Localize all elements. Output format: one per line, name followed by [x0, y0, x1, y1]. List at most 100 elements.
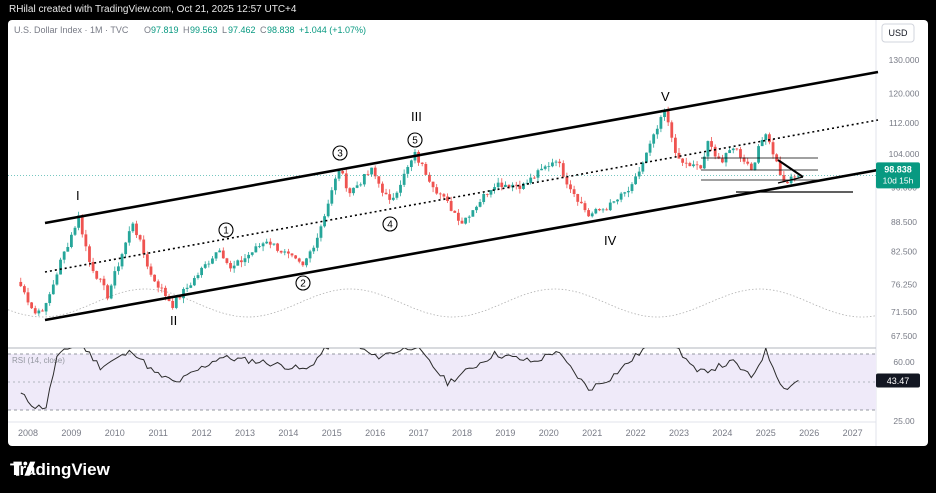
- candle-body: [540, 168, 543, 171]
- candles-group: [19, 106, 800, 316]
- candle-body: [663, 111, 666, 118]
- candle-body: [478, 202, 482, 207]
- candle-body: [247, 254, 251, 259]
- time-tick-label: 2024: [712, 428, 732, 438]
- channel-lower-line[interactable]: [44, 168, 879, 322]
- candle-body: [493, 187, 496, 191]
- chart-panel[interactable]: U.S. Dollar Index · 1M · TVC O 97.819 H …: [8, 20, 928, 446]
- close-value: 98.838: [267, 25, 295, 35]
- candle-body: [315, 237, 319, 248]
- candle-body: [598, 209, 601, 211]
- candle-body: [142, 239, 146, 255]
- candle-body: [793, 176, 797, 178]
- candle-body: [601, 209, 605, 211]
- time-tick-label: 2016: [365, 428, 385, 438]
- candle-body: [261, 243, 265, 247]
- time-axis[interactable]: 2008 2009 2010 2011 2012 2013 2014 2015 2016 2017…: [18, 428, 863, 438]
- tradingview-logo: TradingView: [10, 459, 110, 481]
- candle-body: [381, 183, 384, 193]
- channel-upper-line[interactable]: [44, 70, 879, 225]
- candle-body: [406, 167, 410, 174]
- candle-body: [182, 288, 185, 299]
- candle-body: [482, 193, 486, 203]
- candle-body: [688, 163, 692, 167]
- candle-body: [294, 255, 298, 259]
- rsi-value-badge: 43.47: [876, 373, 920, 388]
- wedge-upper-line[interactable]: [777, 159, 804, 178]
- candle-body: [500, 182, 504, 188]
- candle-body: [757, 146, 760, 163]
- candle-body: [236, 260, 240, 266]
- candle-body: [19, 281, 23, 287]
- candle-body: [753, 162, 757, 170]
- candle-body: [225, 258, 229, 263]
- rsi-value: 43.47: [887, 376, 910, 386]
- circled-label-1: 1: [223, 226, 229, 237]
- candle-body: [605, 209, 609, 211]
- candle-body: [297, 258, 301, 262]
- candle-body: [572, 189, 576, 195]
- symbol-title: U.S. Dollar Index · 1M · TVC: [14, 25, 129, 35]
- low-value: 97.462: [228, 25, 256, 35]
- rsi-band: [8, 354, 876, 410]
- candle-body: [710, 141, 713, 147]
- price-axis[interactable]: 67.50071.50076.25082.50088.50096.000104.…: [889, 55, 920, 426]
- candle-body: [196, 275, 200, 279]
- candle-body: [337, 170, 341, 179]
- rsi-tick-label: 60.00: [893, 357, 915, 367]
- candle-body: [583, 203, 587, 211]
- candle-body: [551, 162, 554, 167]
- circled-label-3: 3: [337, 149, 343, 160]
- candle-body: [677, 152, 681, 159]
- candle-body: [384, 192, 388, 195]
- candle-body: [287, 251, 290, 254]
- candle-body: [587, 210, 590, 217]
- high-value: 99.563: [190, 25, 218, 35]
- candle-body: [106, 285, 109, 299]
- candle-body: [127, 231, 131, 243]
- candle-body: [395, 192, 399, 198]
- channel-mid-line[interactable]: [44, 119, 879, 273]
- candle-body: [109, 285, 113, 299]
- candle-body: [66, 247, 70, 252]
- candle-body: [692, 164, 695, 167]
- currency-button[interactable]: USD: [881, 23, 915, 43]
- rsi-line: [20, 348, 799, 410]
- low-label: L: [222, 25, 227, 35]
- chart-svg[interactable]: U.S. Dollar Index · 1M · TVC O 97.819 H …: [8, 20, 928, 446]
- candle-body: [355, 185, 359, 188]
- candle-body: [507, 184, 511, 188]
- circled-wave-3: 3: [332, 145, 348, 161]
- candle-body: [189, 285, 193, 288]
- candle-body: [276, 243, 279, 251]
- change-value: +1.044 (+1.07%): [299, 25, 366, 35]
- candle-body: [514, 184, 518, 186]
- elliott-channel[interactable]: [44, 70, 879, 322]
- candle-body: [70, 234, 73, 248]
- candle-body: [88, 246, 91, 262]
- circled-wave-2: 2: [295, 275, 311, 291]
- time-tick-label: 2027: [843, 428, 863, 438]
- candle-body: [391, 197, 395, 200]
- circled-label-4: 4: [387, 220, 393, 231]
- candle-body: [464, 217, 468, 224]
- candle-body: [178, 297, 182, 299]
- candle-body: [735, 148, 739, 150]
- time-tick-label: 2008: [18, 428, 38, 438]
- candle-body: [348, 188, 352, 194]
- candle-body: [576, 194, 580, 202]
- candle-body: [453, 210, 457, 213]
- wave-annotations[interactable]: I II III IV V 1 2 3 4 5: [76, 89, 670, 328]
- candle-body: [232, 265, 236, 269]
- candle-body: [467, 216, 471, 218]
- wave-label-V: V: [661, 89, 670, 104]
- candle-body: [102, 278, 106, 286]
- candle-body: [706, 141, 710, 157]
- candle-body: [207, 263, 211, 265]
- candle-body: [652, 134, 656, 144]
- candle-body: [373, 167, 377, 177]
- candle-body: [485, 193, 489, 195]
- price-tick-label: 112.000: [889, 118, 919, 128]
- candle-body: [702, 156, 706, 169]
- candle-body: [362, 173, 366, 185]
